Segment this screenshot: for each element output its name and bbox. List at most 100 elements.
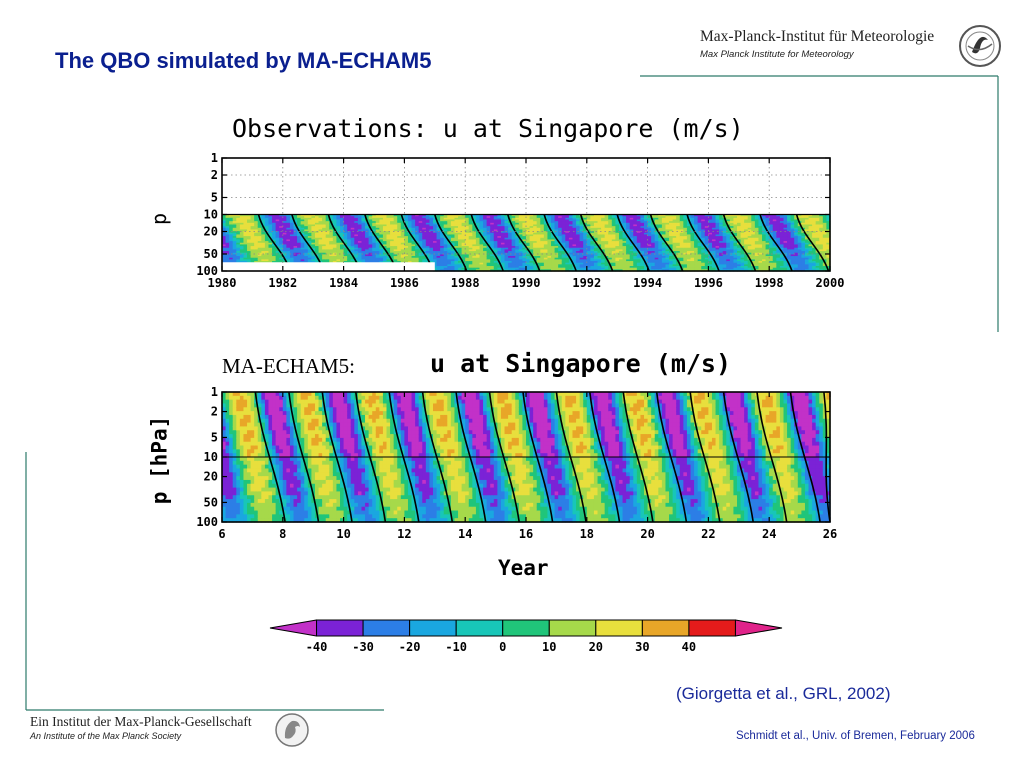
- heatmap-cell: [711, 266, 717, 269]
- heatmap-cell: [458, 249, 463, 252]
- heatmap-cell: [572, 234, 577, 237]
- heatmap-cell: [447, 222, 452, 226]
- heatmap-cell: [386, 247, 391, 250]
- heatmap-cell: [769, 249, 774, 252]
- heatmap-cell: [397, 256, 402, 259]
- heatmap-cell: [340, 237, 345, 241]
- heatmap-cell: [665, 226, 670, 229]
- heatmap-cell: [361, 216, 366, 219]
- heatmap-cell: [508, 222, 513, 226]
- heatmap-cell: [329, 216, 334, 219]
- heatmap-cell: [654, 261, 659, 264]
- heatmap-cell: [711, 254, 717, 257]
- heatmap-cell: [329, 241, 334, 244]
- heatmap-cell: [511, 249, 516, 252]
- heatmap-cell: [533, 231, 538, 234]
- heatmap-cell: [347, 237, 352, 241]
- heatmap-cell: [515, 254, 520, 257]
- heatmap-cell: [232, 249, 237, 252]
- heatmap-cell: [407, 221, 413, 224]
- heatmap-cell: [686, 242, 692, 246]
- heatmap-cell: [561, 261, 566, 264]
- heatmap-cell: [307, 237, 313, 241]
- heatmap-cell: [568, 236, 574, 239]
- heatmap-cell: [583, 267, 588, 270]
- heatmap-cell: [561, 217, 566, 221]
- heatmap-cell: [461, 216, 466, 219]
- heatmap-cell: [518, 234, 524, 237]
- heatmap-cell: [536, 261, 541, 264]
- heatmap-cell: [443, 232, 448, 236]
- heatmap-cell: [579, 262, 584, 265]
- heatmap-cell: [454, 267, 459, 270]
- heatmap-cell: [404, 241, 409, 244]
- heatmap-cell: [572, 232, 577, 236]
- heatmap-cell: [458, 244, 463, 247]
- heatmap-cell: [708, 267, 713, 270]
- heatmap-cell: [275, 231, 280, 234]
- heatmap-cell: [622, 251, 627, 254]
- heatmap-cell: [311, 241, 316, 244]
- heatmap-cell: [261, 241, 266, 244]
- heatmap-cell: [372, 246, 377, 249]
- heatmap-cell: [490, 262, 495, 265]
- heatmap-cell: [672, 267, 677, 270]
- heatmap-cell: [343, 232, 348, 236]
- heatmap-cell: [690, 249, 695, 252]
- heatmap-cell: [565, 257, 570, 260]
- heatmap-cell: [318, 241, 323, 244]
- heatmap-cell: [511, 254, 516, 257]
- heatmap-cell: [636, 261, 642, 264]
- heatmap-cell: [676, 262, 681, 265]
- heatmap-cell: [325, 217, 330, 221]
- heatmap-cell: [268, 254, 273, 257]
- heatmap-cell: [497, 234, 502, 237]
- heatmap-cell: [604, 227, 609, 231]
- heatmap-cell: [568, 261, 574, 264]
- heatmap-cell: [772, 257, 777, 260]
- heatmap-cell: [475, 266, 481, 269]
- heatmap-cell: [554, 229, 559, 232]
- heatmap-cell: [232, 247, 237, 250]
- heatmap-cell: [411, 222, 416, 226]
- heatmap-cell: [715, 217, 720, 221]
- heatmap-cell: [261, 237, 266, 241]
- heatmap-cell: [626, 244, 631, 247]
- heatmap-cell: [461, 234, 466, 237]
- heatmap-cell: [661, 217, 667, 221]
- heatmap-cell: [393, 242, 398, 246]
- heatmap-cell: [293, 261, 298, 264]
- heatmap-cell: [486, 224, 491, 227]
- heatmap-cell: [232, 251, 237, 254]
- heatmap-cell: [758, 254, 763, 257]
- heatmap-cell: [411, 226, 416, 229]
- heatmap-cell: [379, 246, 384, 249]
- heatmap-cell: [744, 237, 749, 241]
- heatmap-cell: [329, 234, 334, 237]
- heatmap-cell: [636, 239, 642, 242]
- heatmap-cell: [611, 219, 617, 222]
- heatmap-cell: [400, 242, 405, 246]
- heatmap-cell: [508, 232, 513, 236]
- heatmap-cell: [543, 224, 549, 227]
- heatmap-cell: [479, 264, 484, 267]
- heatmap-cell: [325, 234, 330, 237]
- heatmap-cell: [751, 222, 756, 226]
- heatmap-cell: [722, 259, 727, 262]
- heatmap-cell: [590, 244, 595, 247]
- heatmap-cell: [640, 226, 645, 229]
- heatmap-cell: [554, 257, 559, 260]
- heatmap-cell: [536, 227, 541, 231]
- heatmap-cell: [536, 262, 541, 265]
- heatmap-cell: [425, 217, 431, 221]
- heatmap-cell: [583, 262, 588, 265]
- heatmap-cell: [236, 226, 241, 229]
- heatmap-cell: [307, 229, 313, 232]
- heatmap-cell: [551, 254, 556, 257]
- heatmap-cell: [436, 216, 441, 219]
- heatmap-cell: [461, 261, 466, 264]
- heatmap-cell: [239, 239, 245, 242]
- heatmap-cell: [583, 246, 588, 249]
- heatmap-cell: [282, 239, 287, 242]
- heatmap-cell: [565, 249, 570, 252]
